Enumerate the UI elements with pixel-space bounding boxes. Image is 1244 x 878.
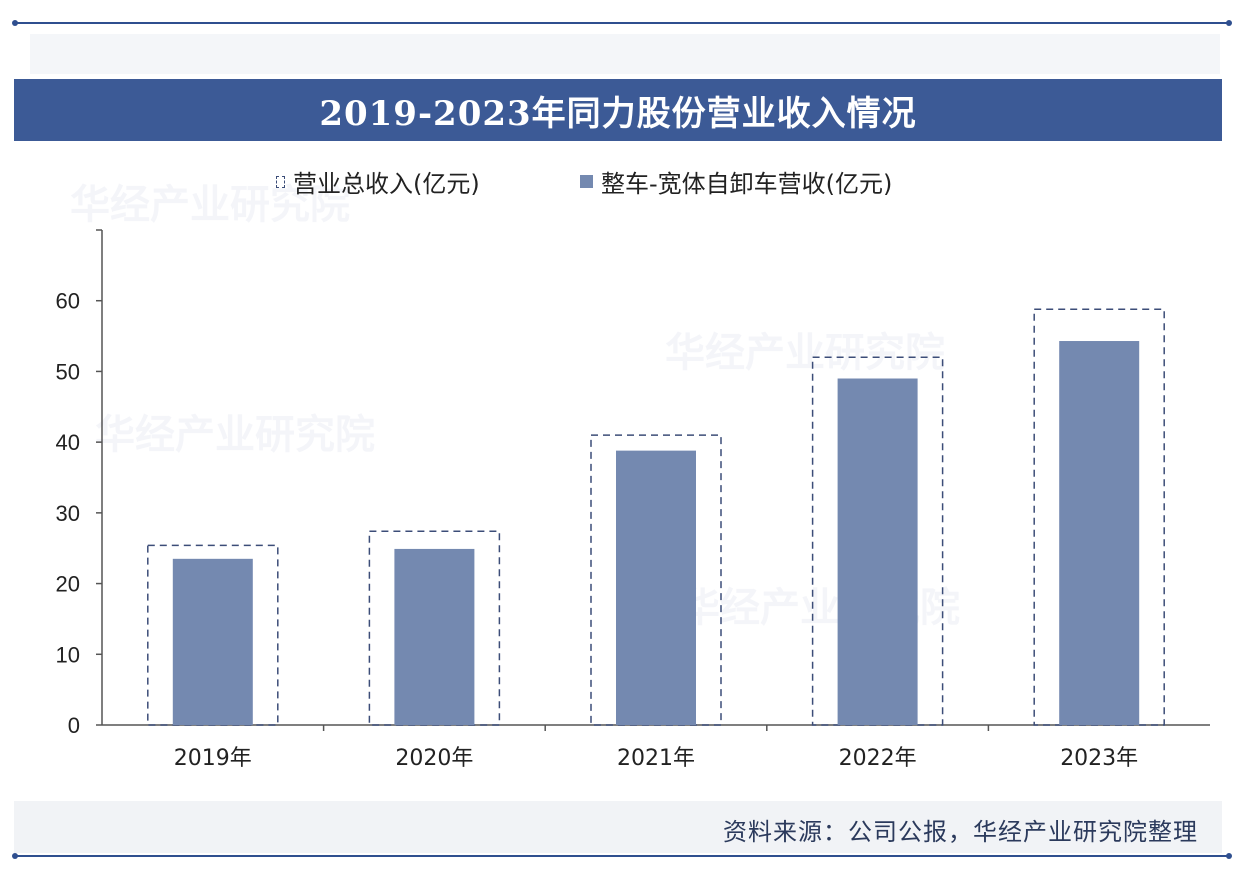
x-tick-label: 2022年 — [839, 746, 917, 771]
top-band — [30, 34, 1220, 74]
legend-swatch-vehicle — [580, 175, 593, 188]
top-rule — [12, 20, 1232, 26]
rule-cap-left — [12, 853, 18, 859]
bar-total-3 — [811, 356, 944, 726]
legend-label-vehicle: 整车-宽体自卸车营收(亿元) — [601, 170, 893, 198]
legend-item-total: 营业总收入(亿元) — [276, 164, 480, 199]
y-tick-label: 10 — [56, 642, 80, 667]
legend-label-total: 营业总收入(亿元) — [293, 170, 480, 198]
bar-vehicle-1 — [394, 548, 475, 725]
rule-cap-right — [1226, 853, 1232, 859]
legend-item-vehicle: 整车-宽体自卸车营收(亿元) — [580, 164, 892, 199]
bottom-rule — [12, 853, 1232, 859]
bar-total-4 — [1033, 308, 1165, 726]
bar-vehicle-4 — [1059, 341, 1140, 725]
y-tick-label: 0 — [68, 713, 80, 738]
chart-title: 2019-2023年同力股份营业收入情况 — [14, 79, 1222, 141]
source-band — [14, 801, 1222, 853]
x-tick-label: 2023年 — [1060, 746, 1138, 771]
x-tick-label: 2019年 — [174, 746, 252, 771]
legend-swatch-total — [276, 175, 285, 188]
y-tick-label: 40 — [56, 430, 80, 455]
y-tick-label: 20 — [56, 572, 80, 597]
y-tick-label: 50 — [56, 359, 80, 384]
x-tick-label: 2020年 — [395, 746, 473, 771]
source-note: 资料来源：公司公报，华经产业研究院整理 — [723, 818, 1198, 846]
x-tick-label: 2021年 — [617, 746, 695, 771]
y-tick-label: 60 — [56, 289, 80, 314]
bar-vehicle-0 — [172, 558, 253, 725]
bar-vehicle-3 — [837, 378, 918, 725]
legend: 营业总收入(亿元) 整车-宽体自卸车营收(亿元) — [0, 164, 1244, 200]
rule-cap-right — [1226, 20, 1232, 26]
y-tick-label: 30 — [56, 501, 80, 526]
rule-cap-left — [12, 20, 18, 26]
bar-vehicle-2 — [616, 450, 696, 725]
